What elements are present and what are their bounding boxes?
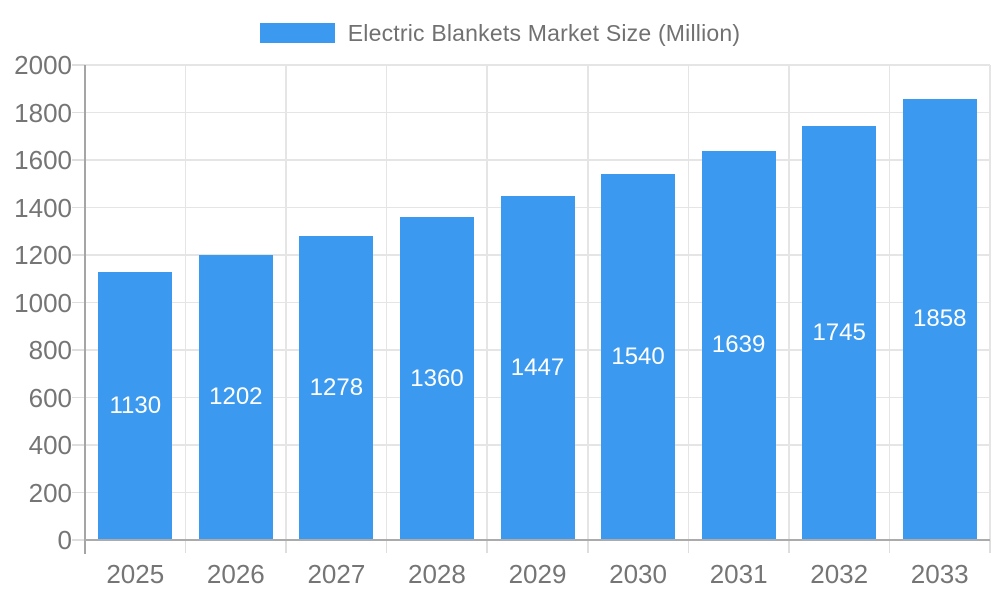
x-axis-label: 2025 bbox=[106, 559, 165, 589]
x-axis-label: 2032 bbox=[810, 559, 869, 589]
bar-value-label: 1202 bbox=[209, 383, 263, 411]
y-axis-tick bbox=[72, 111, 85, 114]
y-axis-label: 0 bbox=[57, 525, 72, 555]
x-axis-label: 2027 bbox=[307, 559, 366, 589]
x-axis-tick bbox=[285, 540, 287, 553]
x-axis-tick bbox=[385, 540, 388, 553]
y-gridline bbox=[85, 64, 990, 66]
bar[interactable] bbox=[98, 271, 173, 540]
y-axis-tick bbox=[72, 254, 85, 256]
y-axis-label: 600 bbox=[28, 382, 72, 413]
y-axis-tick bbox=[72, 349, 85, 351]
y-axis-tick bbox=[72, 206, 85, 209]
x-axis-tick bbox=[888, 540, 891, 553]
x-axis-label: 2031 bbox=[709, 559, 768, 589]
y-axis-tick bbox=[72, 491, 85, 494]
x-gridline bbox=[687, 65, 690, 540]
legend-label: Electric Blankets Market Size (Million) bbox=[347, 20, 741, 46]
legend-swatch-icon bbox=[259, 23, 335, 43]
bar[interactable] bbox=[500, 196, 575, 540]
x-gridline bbox=[989, 65, 991, 540]
bar[interactable] bbox=[299, 236, 374, 540]
y-axis-label: 1600 bbox=[14, 145, 72, 175]
bar[interactable] bbox=[399, 217, 474, 540]
x-gridline bbox=[788, 65, 790, 540]
bar-value-label: 1130 bbox=[109, 391, 162, 419]
y-axis-line bbox=[84, 65, 86, 554]
bar[interactable] bbox=[701, 150, 776, 540]
x-gridline bbox=[385, 65, 388, 540]
x-gridline bbox=[486, 65, 488, 540]
x-gridline bbox=[888, 65, 891, 540]
bar[interactable] bbox=[601, 174, 676, 540]
bar-value-label: 1540 bbox=[611, 343, 665, 371]
x-axis-tick bbox=[687, 540, 690, 553]
x-axis-tick bbox=[184, 540, 187, 553]
y-axis-label: 1200 bbox=[14, 240, 72, 270]
y-axis-tick bbox=[72, 64, 85, 66]
y-axis-tick bbox=[72, 444, 85, 446]
x-axis-tick bbox=[989, 540, 991, 553]
bar-value-label: 1745 bbox=[812, 318, 866, 346]
y-axis-label: 2000 bbox=[14, 50, 72, 80]
y-gridline bbox=[85, 111, 990, 114]
y-axis-label: 800 bbox=[28, 335, 72, 365]
y-axis-label: 200 bbox=[28, 477, 72, 508]
y-gridline bbox=[85, 159, 990, 161]
y-axis-label: 1400 bbox=[14, 192, 72, 223]
x-axis-tick bbox=[587, 540, 589, 553]
x-axis-label: 2026 bbox=[206, 559, 265, 589]
x-axis-label: 2033 bbox=[910, 559, 969, 589]
x-gridline bbox=[184, 65, 187, 540]
bar-value-label: 1858 bbox=[913, 305, 967, 333]
x-gridline bbox=[587, 65, 589, 540]
x-axis-label: 2030 bbox=[609, 559, 667, 589]
bar-value-label: 1360 bbox=[410, 364, 464, 392]
bar[interactable] bbox=[802, 125, 877, 540]
y-axis-tick bbox=[72, 159, 85, 161]
bar-value-label: 1639 bbox=[711, 331, 766, 359]
bar[interactable] bbox=[902, 98, 977, 540]
y-axis-tick bbox=[72, 301, 85, 304]
bar-value-label: 1447 bbox=[510, 354, 565, 382]
x-axis-label: 2028 bbox=[408, 559, 466, 589]
y-axis-tick bbox=[72, 396, 85, 399]
x-axis-tick bbox=[788, 540, 790, 553]
x-gridline bbox=[285, 65, 287, 540]
y-axis-label: 1000 bbox=[14, 287, 72, 318]
legend-item[interactable]: Electric Blankets Market Size (Million) bbox=[0, 14, 1000, 52]
y-axis-label: 1800 bbox=[14, 97, 72, 128]
x-axis-label: 2029 bbox=[508, 559, 567, 589]
y-axis-tick bbox=[72, 539, 85, 541]
x-axis-tick bbox=[486, 540, 488, 553]
y-axis-label: 400 bbox=[28, 430, 72, 460]
bar[interactable] bbox=[198, 254, 273, 540]
bar-value-label: 1278 bbox=[309, 374, 364, 402]
x-axis-line bbox=[85, 539, 990, 541]
